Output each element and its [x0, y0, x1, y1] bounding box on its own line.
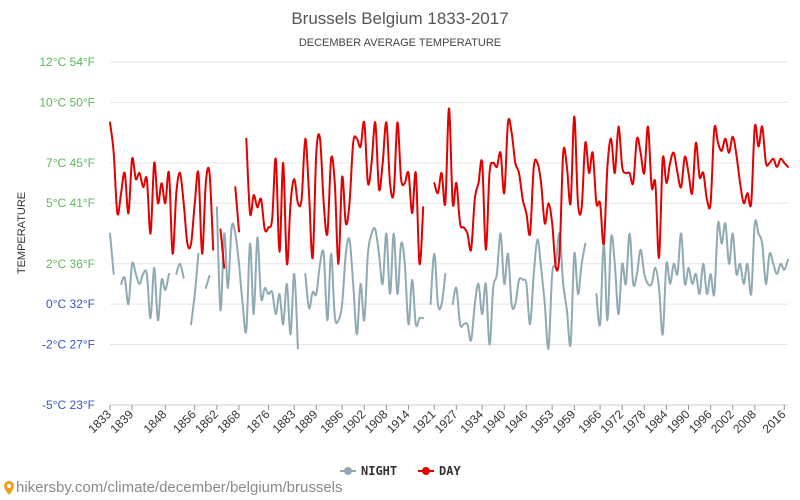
series-lines — [109, 107, 789, 350]
x-tick-label: 1984 — [642, 407, 671, 436]
line-segment — [245, 120, 425, 265]
y-tick-label: 12°C 54°F — [39, 55, 95, 69]
line-segment — [429, 252, 447, 311]
line-segment — [109, 232, 115, 275]
line-segment — [204, 274, 211, 289]
y-tick-label: -2°C 27°F — [42, 337, 95, 351]
x-tick-label: 1856 — [170, 407, 199, 436]
legend-marker — [344, 467, 352, 475]
x-tick-label: 1889 — [292, 407, 321, 436]
x-tick-label: 1972 — [598, 407, 627, 436]
x-tick-label: 1848 — [141, 407, 170, 436]
legend-label: DAY — [439, 464, 461, 478]
x-tick-label: 1978 — [620, 407, 649, 436]
x-tick-label: 1966 — [575, 407, 604, 436]
line-segment — [433, 107, 789, 272]
line-segment — [215, 206, 299, 350]
location-pin-icon — [4, 480, 14, 495]
line-segment — [120, 261, 170, 322]
y-tick-label: 7°C 45°F — [46, 156, 95, 170]
y-tick-label: 0°C 32°F — [46, 297, 95, 311]
legend-label: NIGHT — [361, 464, 397, 478]
x-tick-label: 1921 — [410, 407, 439, 436]
chart-title: Brussels Belgium 1833-2017 — [291, 9, 508, 28]
chart-subtitle: DECEMBER AVERAGE TEMPERATURE — [299, 37, 501, 49]
x-tick-label: 1908 — [362, 407, 391, 436]
x-tick-label: 1990 — [664, 407, 693, 436]
series-night — [109, 206, 789, 350]
legend-item-day[interactable]: DAY — [418, 464, 461, 478]
y-tick-label: 2°C 36°F — [46, 257, 95, 271]
x-tick-label: 1946 — [502, 407, 531, 436]
x-tick-label: 1902 — [340, 407, 369, 436]
x-tick-label: 1953 — [528, 407, 557, 436]
x-tick-label: 2008 — [730, 407, 759, 436]
x-tick-label: 2002 — [708, 407, 737, 436]
line-segment — [219, 228, 226, 269]
x-tick-label: 2016 — [760, 407, 789, 436]
series-day — [109, 107, 789, 272]
line-segment — [175, 262, 185, 279]
x-tick-label: 1996 — [686, 407, 715, 436]
line-segment — [109, 121, 215, 255]
x-tick-label: 1959 — [550, 407, 579, 436]
x-tick-label: 1927 — [432, 407, 461, 436]
y-axis-title: TEMPERATURE — [16, 192, 28, 274]
line-segment — [451, 232, 587, 350]
x-tick-label: 1876 — [244, 407, 273, 436]
legend-marker — [422, 467, 430, 475]
x-tick-label: 1868 — [214, 407, 243, 436]
x-tick-label: 1940 — [480, 407, 509, 436]
x-tick-label: 1934 — [458, 407, 487, 436]
x-tick-label: 1839 — [107, 407, 136, 436]
legend[interactable]: NIGHT DAY — [340, 464, 461, 478]
x-tick-label: 1883 — [270, 407, 299, 436]
y-axis-ticks: 12°C 54°F 10°C 50°F 7°C 45°F 5°C 41°F 2°C 36… — [39, 55, 95, 412]
x-tick-label: 1862 — [192, 407, 221, 436]
line-segment — [595, 219, 789, 336]
x-tick-label: 1896 — [317, 407, 346, 436]
y-tick-label: 5°C 41°F — [46, 196, 95, 210]
watermark[interactable]: hikersby.com/climate/december/belgium/br… — [4, 479, 343, 496]
y-tick-label: -5°C 23°F — [42, 398, 95, 412]
line-segment — [234, 186, 240, 233]
watermark-url[interactable]: hikersby.com/climate/december/belgium/br… — [16, 479, 343, 496]
y-tick-label: 10°C 50°F — [39, 95, 95, 109]
legend-item-night[interactable]: NIGHT — [340, 464, 397, 478]
line-segment — [304, 227, 425, 336]
x-tick-label: 1914 — [384, 407, 413, 436]
line-segment — [190, 252, 200, 326]
